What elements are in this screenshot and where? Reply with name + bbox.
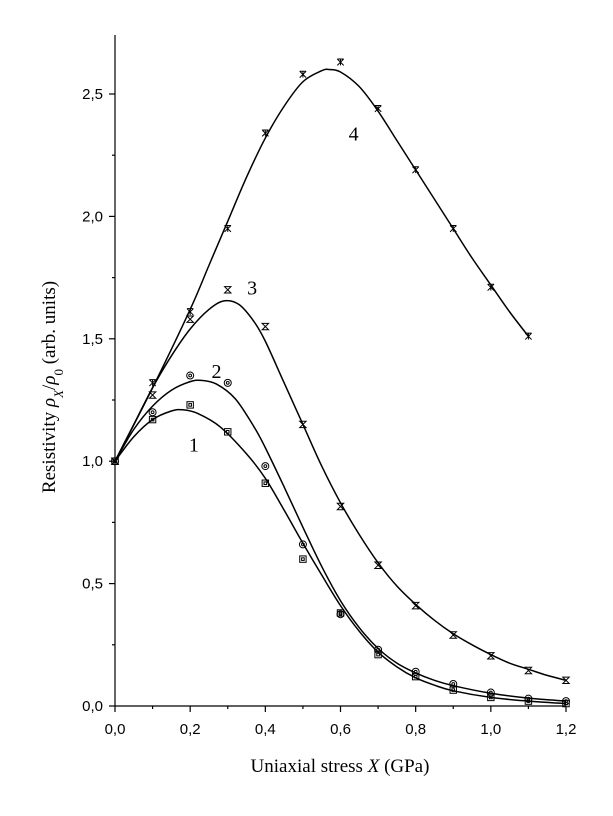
data-point [148, 408, 157, 417]
series-line-4 [114, 68, 530, 462]
x-tick-label: 1,0 [480, 721, 501, 738]
data-point [224, 428, 232, 436]
data-point [373, 561, 383, 569]
data-point [336, 610, 345, 619]
data-point [224, 224, 232, 233]
x-ticks: 0,0 0,2 0,4 0,6 0,8 1,0 1,2 [105, 706, 577, 738]
y-tick-label: 2,5 [82, 86, 103, 103]
data-point [261, 462, 270, 471]
data-point [524, 666, 533, 675]
data-point [223, 286, 233, 294]
x-axis-title: Uniaxial stress X (GPa) [251, 756, 430, 777]
data-point [260, 322, 270, 331]
x-tick-label: 0,4 [255, 721, 276, 738]
data-point [374, 645, 383, 654]
series-label-4: 4 [349, 124, 359, 146]
series-line-2 [114, 379, 567, 702]
x-tick-label: 0,6 [330, 721, 351, 738]
y-tick-label: 0,5 [82, 576, 103, 593]
data-point [449, 679, 458, 688]
data-point [186, 371, 195, 380]
curves [114, 68, 567, 705]
data-point [411, 667, 420, 676]
data-point [261, 129, 269, 137]
series-labels: 1 2 3 4 [189, 124, 359, 457]
data-point [148, 391, 157, 399]
series-label-1: 1 [189, 434, 199, 456]
x-tick-label: 0,0 [105, 721, 126, 738]
x-tick-label: 0,2 [180, 721, 201, 738]
y-tick-label: 2,0 [82, 208, 103, 225]
data-point [449, 686, 457, 694]
x-tick-label: 1,2 [556, 721, 577, 738]
y-tick-label: 1,5 [82, 331, 103, 348]
data-point [298, 540, 307, 549]
data-point [411, 601, 421, 610]
data-point [524, 694, 533, 703]
data-point [562, 697, 570, 706]
data-point [185, 315, 195, 323]
data-point [524, 332, 532, 340]
data-point [298, 420, 308, 429]
data-point [223, 378, 232, 387]
data-point [336, 502, 345, 511]
data-point [186, 401, 194, 409]
data-point [261, 479, 270, 487]
data-point [449, 224, 457, 233]
data-point [148, 415, 157, 424]
data-point [486, 652, 496, 660]
y-tick-label: 0,0 [82, 698, 103, 715]
data-point [111, 457, 119, 465]
data-point [149, 379, 157, 387]
data-point [186, 308, 194, 316]
data-point [448, 631, 458, 639]
data-point [374, 104, 382, 113]
data-point [299, 555, 307, 563]
plot-area: 0,0 0,2 0,4 0,6 0,8 1,0 1,2 0,0 0,5 1,0 1,5 2,0 2,5… [82, 35, 576, 738]
data-point [299, 70, 307, 78]
data-point [561, 676, 571, 684]
y-tick-label: 1,0 [82, 453, 103, 470]
data-point [412, 166, 420, 174]
markers [110, 58, 571, 708]
series-label-2: 2 [211, 361, 221, 383]
data-point [487, 283, 495, 291]
series-label-3: 3 [247, 278, 257, 300]
series-line-3 [114, 299, 567, 682]
y-ticks: 0,0 0,5 1,0 1,5 2,0 2,5 [82, 86, 115, 715]
data-point [336, 58, 345, 66]
data-point [486, 688, 495, 697]
y-axis-title: Resistivity ρX/ρ0 (arb. units) [39, 281, 66, 493]
x-tick-label: 0,8 [405, 721, 426, 738]
series-line-1 [114, 408, 567, 705]
